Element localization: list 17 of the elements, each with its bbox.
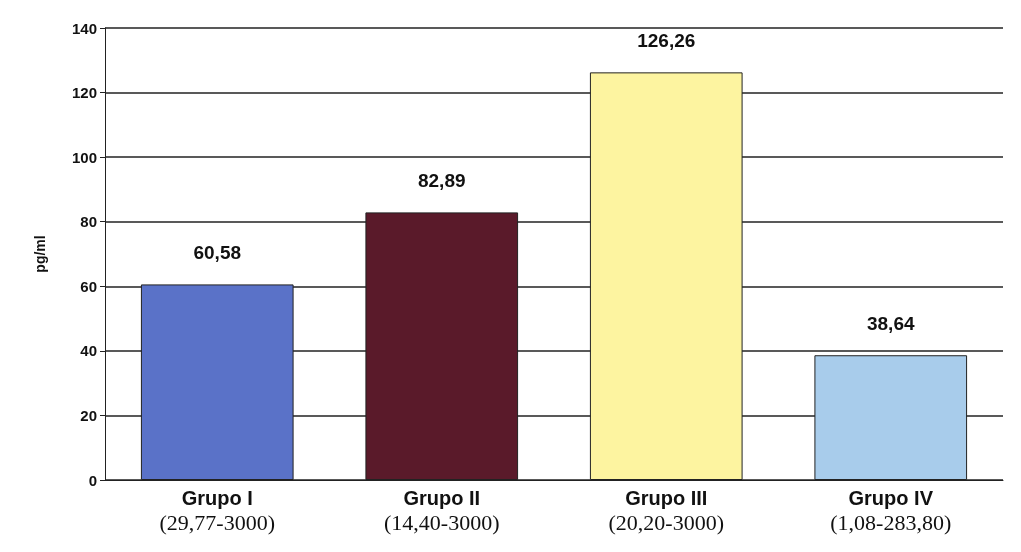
y-tick-label: 40: [80, 342, 97, 360]
y-tick-label: 120: [71, 84, 97, 102]
x-tick-label: Grupo IV (1,08-283,80): [830, 487, 952, 535]
data-label: 82,89: [417, 170, 466, 192]
data-label: 60,58: [193, 242, 242, 264]
y-tick-label: 0: [88, 471, 97, 489]
y-tick-label: 60: [80, 277, 97, 295]
y-tick-label: 140: [71, 19, 97, 37]
y-tick-label: 100: [71, 148, 97, 166]
y-axis-title: pg/ml: [32, 235, 48, 273]
data-label: 38,64: [866, 313, 915, 335]
x-tick-label: Grupo III (20,20-3000): [608, 487, 724, 535]
data-label: 126,26: [637, 30, 696, 52]
y-tick-label: 80: [80, 213, 97, 231]
y-tick-label: 20: [80, 406, 97, 424]
x-tick-label: Grupo I (29,77-3000): [159, 487, 275, 535]
x-tick-label: Grupo II (14,40-3000): [384, 487, 500, 535]
